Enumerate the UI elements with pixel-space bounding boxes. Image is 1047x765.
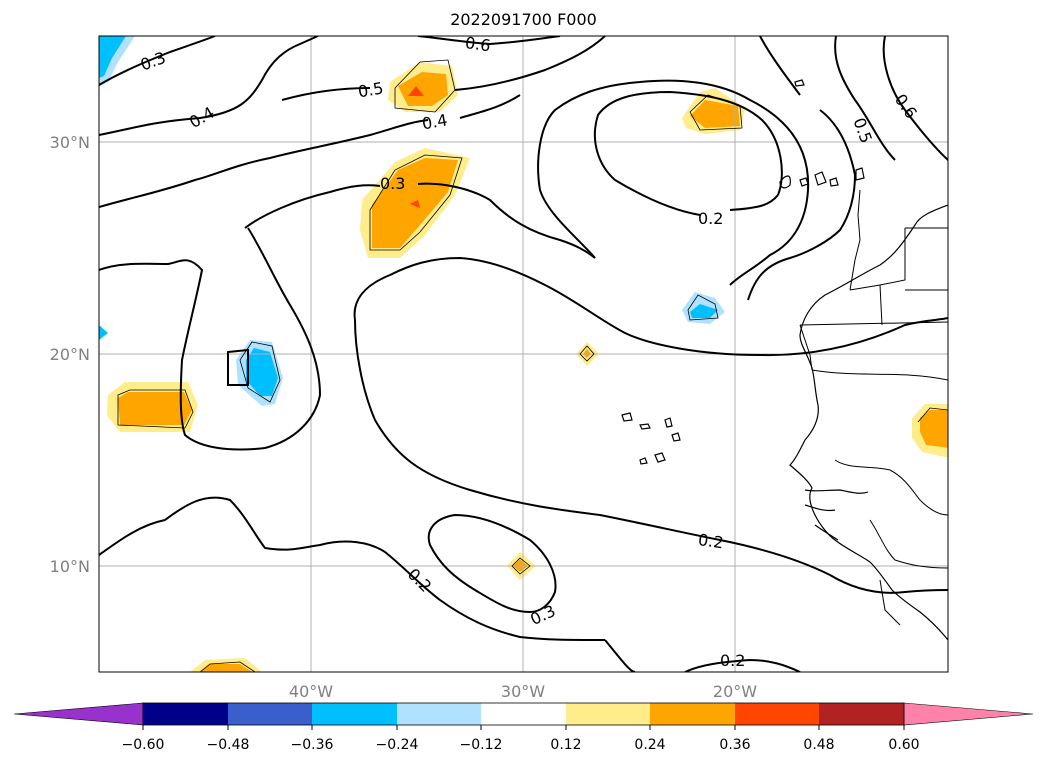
contour-label: 0.3 xyxy=(138,48,168,75)
colorbar-segment xyxy=(143,703,228,725)
contour-line xyxy=(99,36,216,86)
anomaly-patch-positive xyxy=(410,200,420,208)
contour-line xyxy=(747,109,857,301)
madeira-islands xyxy=(794,79,805,87)
colorbar-segment xyxy=(481,703,566,725)
colorbar-tick-label: −0.12 xyxy=(460,737,503,753)
coastlines xyxy=(621,79,948,641)
latitude-labels: 30°N 20°N 10°N xyxy=(50,133,90,576)
contour-label: 0.2 xyxy=(698,209,723,228)
contour-line xyxy=(354,319,948,594)
contour-label: 0.3 xyxy=(380,174,405,193)
colorbar-tick-label: 0.60 xyxy=(888,737,919,753)
contour-label: 0.5 xyxy=(356,78,384,101)
colorbar-segment xyxy=(650,703,735,725)
contour-label: 0.3 xyxy=(527,601,558,629)
lat-label: 30°N xyxy=(50,133,90,152)
colorbar-segment xyxy=(819,703,904,725)
canary-islands xyxy=(779,167,865,189)
anomaly-patch-positive xyxy=(398,72,448,106)
contour-label: 0.4 xyxy=(420,110,448,133)
contour-label: 0.6 xyxy=(464,33,492,55)
contour-line xyxy=(244,184,381,229)
lon-label: 30°W xyxy=(501,682,545,701)
contour-line xyxy=(427,513,557,614)
colorbar-segment xyxy=(312,703,397,725)
map-frame xyxy=(98,35,949,673)
colorbar-extend-right xyxy=(903,702,1034,726)
contour-line xyxy=(417,182,596,259)
coastline-africa xyxy=(789,204,948,641)
contour-line xyxy=(99,227,322,451)
colorbar-segment xyxy=(228,703,312,725)
anomaly-patch-positive xyxy=(200,664,252,672)
contour-label: 0.5 xyxy=(849,115,876,145)
contour-line xyxy=(454,36,606,91)
contour-lines xyxy=(99,36,948,672)
anomaly-patch-positive xyxy=(118,392,192,425)
contour-line xyxy=(99,119,429,208)
contour-line xyxy=(459,94,521,119)
contour-line xyxy=(227,348,249,386)
contour-label: 0.2 xyxy=(697,530,725,552)
contour-line xyxy=(759,36,801,96)
anomaly-patch-negative xyxy=(246,348,278,396)
contour-line xyxy=(353,256,948,357)
colorbar-tick-label: −0.24 xyxy=(376,737,419,753)
colorbar-tick-label: −0.48 xyxy=(207,737,250,753)
contour-line xyxy=(281,87,371,101)
contour-line xyxy=(99,36,319,136)
colorbar-extend-left xyxy=(13,702,144,726)
anomaly-patch-positive xyxy=(408,86,424,96)
anomaly-patch-positive xyxy=(690,100,740,128)
contour-line xyxy=(834,36,896,161)
contour-label: 0.4 xyxy=(186,103,218,132)
colorbar-tick-label: −0.60 xyxy=(122,737,165,753)
map-area: 0.3 0.4 0.5 0.6 0.4 0.3 0.5 0.6 0.2 0.2 … xyxy=(99,33,948,672)
map-title: 2022091700 F000 xyxy=(450,10,597,29)
colorbar-segment xyxy=(397,703,481,725)
gridlines xyxy=(99,36,948,672)
colorbar-tick-label: 0.24 xyxy=(634,737,665,753)
contour-line xyxy=(417,36,561,46)
anomaly-patch-negative xyxy=(690,304,718,318)
anomaly-patch-negative xyxy=(99,325,108,340)
colorbar-tick-label: −0.36 xyxy=(291,737,334,753)
colorbar-frame xyxy=(142,702,905,726)
colorbar-segment xyxy=(566,703,650,725)
colorbar: −0.60 −0.48 −0.36 −0.24 −0.12 0.12 0.24 … xyxy=(13,702,1034,753)
longitude-labels: 40°W 30°W 20°W xyxy=(289,682,757,701)
contour-line xyxy=(593,90,783,216)
anomaly-patch-negative xyxy=(99,36,126,78)
contour-line xyxy=(99,496,606,641)
colorbar-tick-label: 0.36 xyxy=(719,737,750,753)
contour-line xyxy=(604,639,636,672)
cape-verde-islands xyxy=(621,412,681,465)
lon-label: 40°W xyxy=(289,682,333,701)
contour-line xyxy=(882,36,948,161)
contour-line xyxy=(684,658,801,672)
coast-detail xyxy=(804,489,869,541)
contour-line xyxy=(729,194,779,211)
country-borders xyxy=(799,189,948,626)
lat-label: 10°N xyxy=(50,557,90,576)
colorbar-tick-marks xyxy=(142,725,905,730)
colorbar-tick-label: 0.12 xyxy=(550,737,581,753)
colorbar-tick-label: 0.48 xyxy=(803,737,834,753)
lon-label: 20°W xyxy=(713,682,757,701)
anomaly-outline-contours xyxy=(117,59,948,672)
colorbar-segment xyxy=(735,703,819,725)
anomaly-patch-positive xyxy=(920,410,948,448)
contour-label: 0.2 xyxy=(720,651,745,670)
contour-line xyxy=(537,79,810,286)
lat-label: 20°N xyxy=(50,345,90,364)
